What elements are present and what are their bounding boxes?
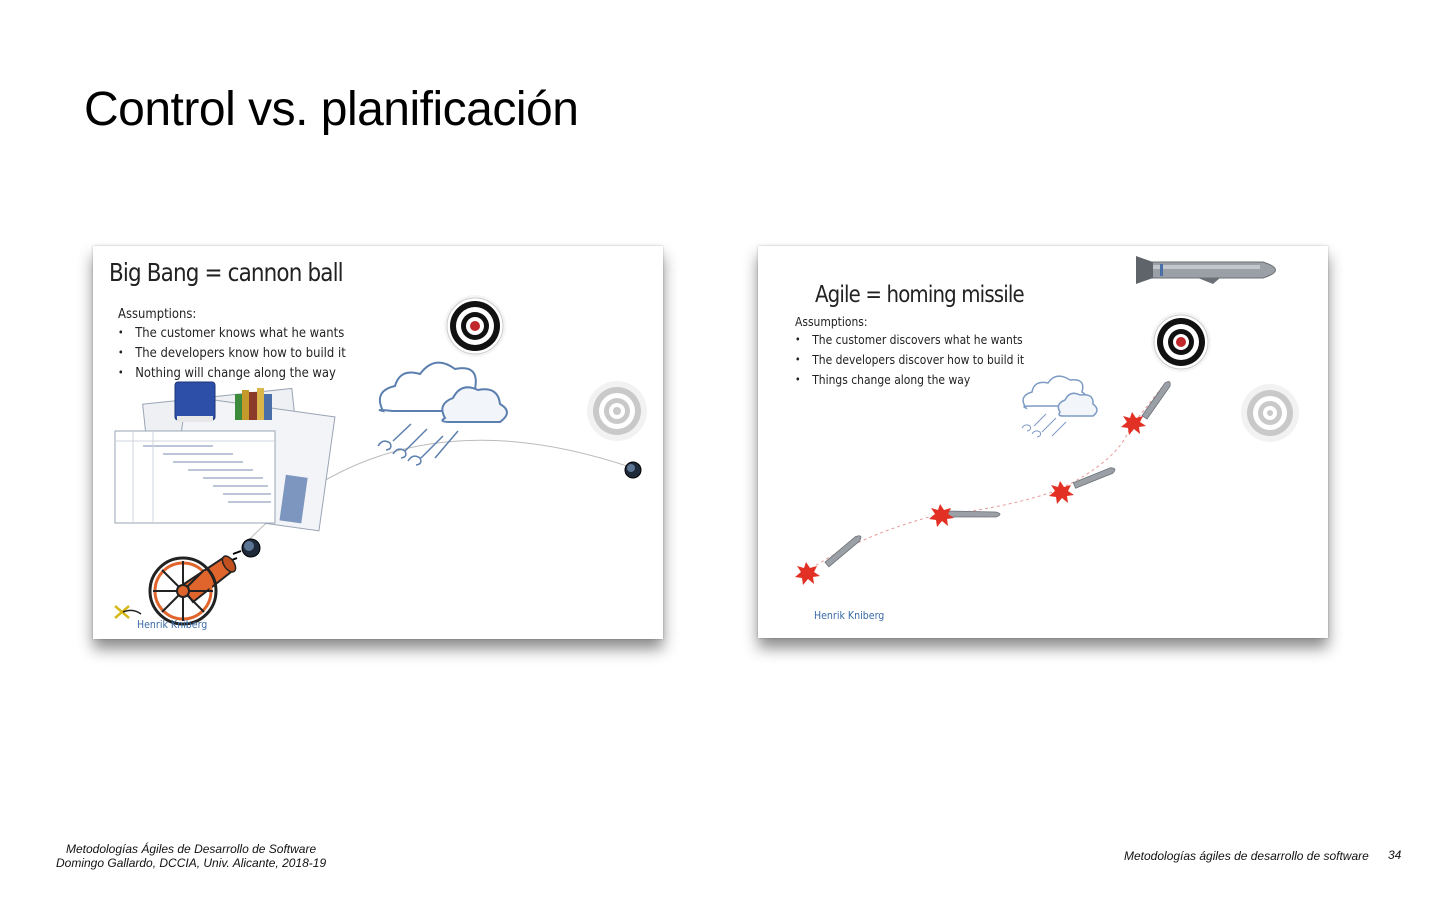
assumptions-list: The customer knows what he wants The dev… xyxy=(118,325,346,381)
missile-icon xyxy=(1072,467,1116,489)
cannon-icon xyxy=(114,555,237,626)
list-item: The customer discovers what he wants xyxy=(795,332,1024,348)
big-bang-illustration xyxy=(114,295,647,626)
explosion-icon xyxy=(929,504,954,527)
faded-target-icon xyxy=(1241,384,1299,442)
explosion-icon xyxy=(1049,481,1074,504)
list-item: Things change along the way xyxy=(795,372,1024,388)
cloud-icon xyxy=(378,361,508,423)
missile-icon xyxy=(947,510,1001,518)
cannonball-icon xyxy=(624,461,642,479)
wind-icon xyxy=(1021,413,1067,438)
footer-author: Domingo Gallardo, DCCIA, Univ. Alicante,… xyxy=(56,856,327,870)
big-bang-heading: Big Bang = cannon ball xyxy=(109,258,344,287)
footer-right: Metodologías ágiles de desarrollo de sof… xyxy=(1124,849,1369,863)
missile-icon xyxy=(1141,381,1171,420)
agile-heading: Agile = homing missile xyxy=(815,282,1025,308)
cloud-icon xyxy=(1022,375,1098,417)
faded-target-icon xyxy=(587,381,647,441)
list-item: The developers discover how to build it xyxy=(795,352,1024,368)
missile-icon xyxy=(1136,256,1276,284)
big-bang-panel: Big Bang = cannon ball Assumptions: The … xyxy=(93,246,663,639)
documents-icon xyxy=(114,387,336,532)
author-credit: Henrik Kniberg xyxy=(137,618,208,631)
explosion-icon xyxy=(1121,412,1146,435)
wind-icon xyxy=(377,423,459,466)
missile-path xyxy=(805,385,1164,573)
target-icon xyxy=(1151,312,1211,372)
cannonball-icon xyxy=(226,538,261,563)
explosion-icon xyxy=(795,562,820,585)
agile-assumptions: Assumptions: The customer discovers what… xyxy=(795,314,1024,392)
list-item: The developers know how to build it xyxy=(118,345,346,361)
assumptions-label: Assumptions: xyxy=(118,306,197,322)
assumptions-list: The customer discovers what he wants The… xyxy=(795,332,1024,388)
list-item: The customer knows what he wants xyxy=(118,325,346,341)
agile-illustration xyxy=(795,256,1299,585)
list-item: Nothing will change along the way xyxy=(118,365,346,381)
footer-course: Metodologías Ágiles de Desarrollo de Sof… xyxy=(65,842,317,856)
footer-left: Metodologías Ágiles de Desarrollo de Sof… xyxy=(56,842,326,870)
target-icon xyxy=(444,295,506,357)
assumptions-label: Assumptions: xyxy=(795,314,868,329)
books-icon xyxy=(174,381,272,422)
missile-icon xyxy=(824,535,862,568)
author-credit: Henrik Kniberg xyxy=(814,609,885,622)
agile-panel: Agile = homing missile Assumptions: The … xyxy=(758,246,1328,638)
big-bang-assumptions: Assumptions: The customer knows what he … xyxy=(118,306,346,385)
page-number: 34 xyxy=(1388,848,1402,862)
slide-title: Control vs. planificación xyxy=(84,83,579,136)
